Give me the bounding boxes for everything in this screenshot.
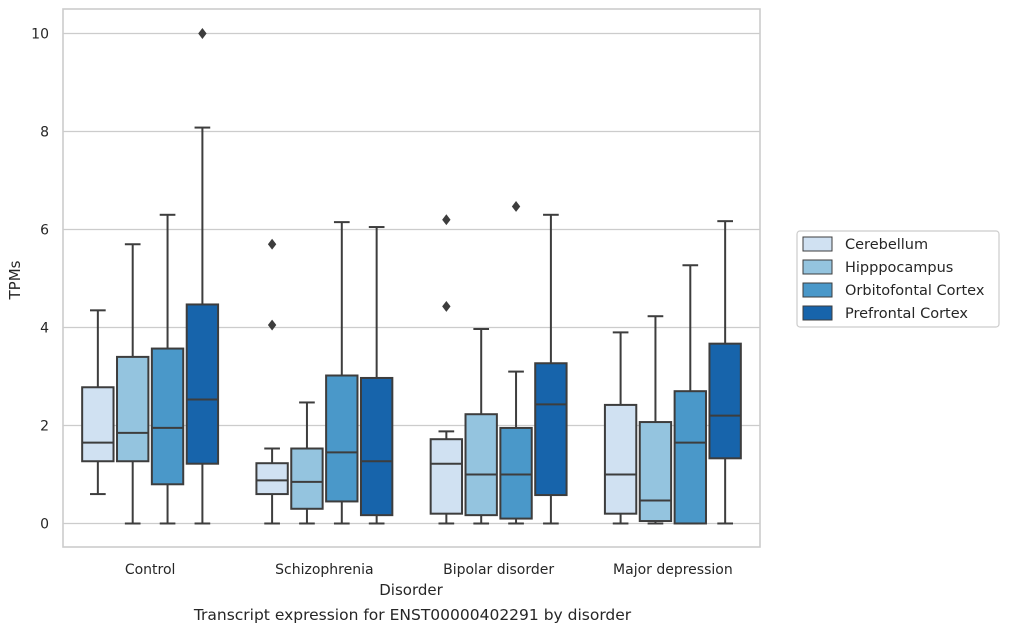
box-orbitofontal-cortex-bipolar-disorder [499, 201, 533, 525]
y-tick-label-4: 4 [40, 320, 49, 336]
series-prefrontal-cortex [185, 28, 742, 525]
box-cerebellum-schizophrenia [255, 238, 289, 525]
legend-swatch-cerebellum [802, 236, 833, 252]
outlier-point [442, 300, 451, 312]
outlier-point [267, 238, 277, 250]
y-axis-ticks: 0 2 4 6 8 10 [31, 26, 49, 532]
series-orbitofontal-cortex [150, 201, 707, 525]
series-hipppocampus [116, 243, 673, 525]
legend-frame [796, 230, 1000, 328]
figure-caption: Transcript expression for ENST0000040229… [193, 606, 632, 624]
box-iqr [429, 438, 464, 515]
box-iqr [81, 386, 115, 463]
outlier-point [198, 28, 207, 39]
box-iqr [638, 421, 673, 523]
legend-label-hipppocampus: Hipppocampus [845, 260, 953, 276]
y-tick-label-0: 0 [40, 516, 49, 532]
box-prefrontal-cortex-major-depression [708, 220, 742, 525]
box-iqr [325, 374, 359, 503]
y-tick-label-8: 8 [40, 124, 49, 140]
series-cerebellum [81, 214, 638, 525]
box-iqr [603, 403, 638, 515]
legend-label-orbitofontal-cortex: Orbitofontal Cortex [845, 283, 985, 299]
box-prefrontal-cortex-bipolar-disorder [534, 213, 568, 525]
legend-label-cerebellum: Cerebellum [845, 237, 928, 253]
box-cerebellum-major-depression [603, 331, 638, 525]
box-iqr [464, 413, 498, 517]
box-hipppocampus-major-depression [638, 315, 673, 525]
outlier-point [442, 214, 451, 226]
box-prefrontal-cortex-schizophrenia [359, 226, 394, 525]
x-tick-label-control: Control [125, 562, 176, 578]
outlier-point [511, 201, 521, 212]
box-iqr [708, 342, 742, 460]
legend-label-prefrontal-cortex: Prefrontal Cortex [845, 306, 968, 322]
box-iqr [290, 447, 324, 510]
legend-swatch-orbitofontal-cortex [802, 282, 833, 298]
box-hipppocampus-schizophrenia [290, 401, 324, 525]
box-cerebellum-control [81, 309, 115, 496]
box-iqr [534, 362, 568, 497]
y-tick-label-6: 6 [40, 222, 49, 238]
y-tick-label-2: 2 [40, 418, 49, 434]
box-orbitofontal-cortex-control [150, 213, 185, 525]
box-hipppocampus-bipolar-disorder [464, 327, 498, 525]
y-axis-title: TPMs [6, 260, 24, 300]
box-cerebellum-bipolar-disorder [429, 214, 464, 525]
box-hipppocampus-control [116, 243, 150, 525]
y-tick-label-10: 10 [31, 26, 49, 42]
legend: Cerebellum Hipppocampus Orbitofontal Corte… [796, 230, 1000, 328]
legend-swatch-hipppocampus [802, 259, 833, 275]
box-iqr [673, 390, 707, 525]
box-iqr [359, 376, 394, 517]
x-axis-title: Disorder [379, 581, 443, 599]
box-orbitofontal-cortex-schizophrenia [325, 221, 359, 525]
box-iqr [150, 347, 185, 486]
box-iqr [255, 462, 289, 496]
x-axis-ticks: Control Schizophrenia Bipolar disorder Majo… [125, 562, 733, 578]
box-orbitofontal-cortex-major-depression [673, 264, 707, 525]
x-tick-label-schizophrenia: Schizophrenia [275, 562, 373, 578]
box-plot-series [81, 28, 742, 525]
x-tick-label-major-depression: Major depression [613, 562, 733, 578]
box-iqr [499, 426, 533, 520]
plot-area-frame [62, 8, 761, 548]
box-prefrontal-cortex-control [185, 28, 220, 525]
outlier-point [267, 319, 277, 331]
x-tick-label-bipolar-disorder: Bipolar disorder [443, 562, 554, 578]
legend-swatch-prefrontal-cortex [802, 305, 833, 321]
box-iqr [116, 355, 150, 463]
box-iqr [185, 303, 220, 465]
